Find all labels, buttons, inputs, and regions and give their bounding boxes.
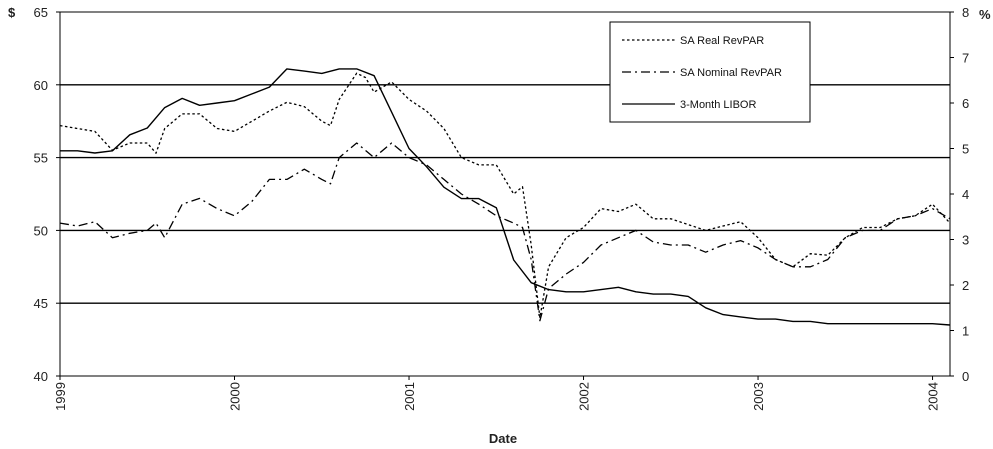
y-right-tick-label: 2 — [962, 278, 969, 293]
y-right-unit: % — [979, 7, 991, 22]
y-right-tick-label: 8 — [962, 5, 969, 20]
y-left-tick-label: 65 — [34, 5, 48, 20]
y-right-axis: 0 1 2 3 4 5 6 7 8 — [950, 5, 969, 384]
series-line-sa-real-revpar — [59, 72, 951, 319]
y-right-tick-label: 5 — [962, 142, 969, 157]
y-right-tick-label: 1 — [962, 324, 969, 339]
x-tick-label: 2002 — [577, 382, 592, 411]
y-right-tick-label: 3 — [962, 233, 969, 248]
y-right-tick-label: 4 — [962, 187, 969, 202]
plot-area-border — [59, 11, 951, 377]
y-left-tick-label: 45 — [34, 296, 48, 311]
grid-lines — [60, 84, 950, 304]
x-tick-label: 2003 — [751, 382, 766, 411]
series-line-3-month-libor — [60, 68, 951, 326]
x-tick-label: 2001 — [402, 382, 417, 411]
x-tick-label: 2000 — [228, 382, 243, 411]
x-axis-label: Date — [489, 431, 517, 446]
y-left-tick-label: 60 — [34, 78, 48, 93]
y-left-unit: $ — [8, 5, 16, 20]
x-axis: 1999 2000 2001 2002 2003 2004 — [53, 376, 941, 411]
legend-label-libor: 3-Month LIBOR — [680, 99, 756, 111]
y-right-tick-label: 6 — [962, 96, 969, 111]
series-lines — [59, 68, 951, 326]
y-left-axis: 40 45 50 55 60 65 — [34, 5, 60, 384]
x-tick-label: 2004 — [926, 382, 941, 411]
series-line-sa-nominal-revpar — [59, 142, 951, 322]
y-right-tick-label: 0 — [962, 369, 969, 384]
y-left-tick-label: 50 — [34, 223, 48, 238]
y-left-tick-label: 55 — [34, 151, 48, 166]
y-left-tick-label: 40 — [34, 369, 48, 384]
legend: SA Real RevPAR SA Nominal RevPAR 3-Month… — [609, 21, 811, 123]
x-tick-label: 1999 — [53, 382, 68, 411]
legend-label-real: SA Real RevPAR — [680, 35, 764, 47]
y-right-tick-label: 7 — [962, 51, 969, 66]
legend-label-nominal: SA Nominal RevPAR — [680, 67, 782, 79]
